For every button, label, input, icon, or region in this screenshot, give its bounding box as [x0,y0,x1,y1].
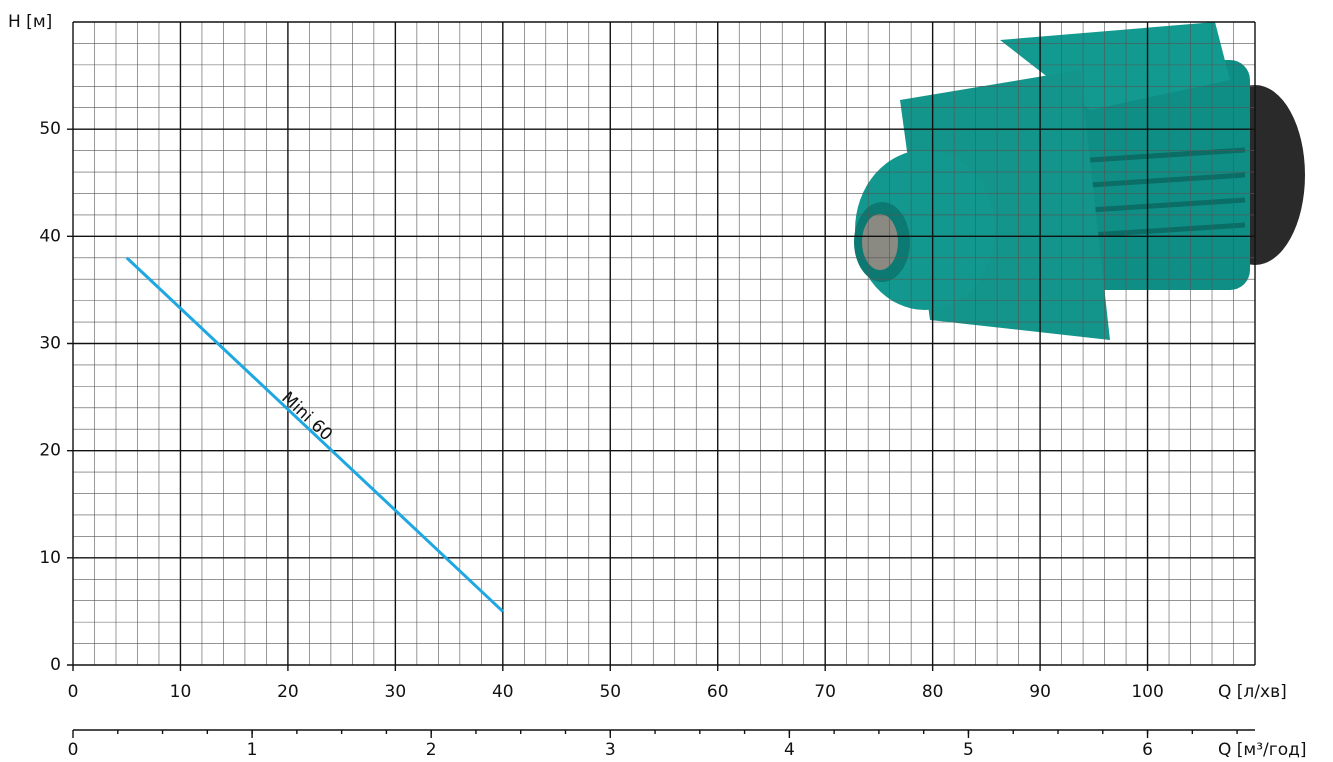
x2-tick-label: 1 [247,740,258,760]
y-tick-label: 40 [39,226,61,246]
x-tick-label: 70 [814,682,836,702]
x2-tick-label: 5 [963,740,974,760]
y-tick-label: 0 [50,655,61,675]
x-tick-label: 80 [922,682,944,702]
y-axis-label: H [м] [8,12,52,32]
x2-tick-label: 6 [1142,740,1153,760]
x-tick-label: 0 [68,682,79,702]
x-tick-label: 20 [277,682,299,702]
x-tick-label: 60 [707,682,729,702]
x2-tick-label: 4 [784,740,795,760]
series-line [125,256,504,613]
x-tick-label: 40 [492,682,514,702]
y-tick-label: 20 [39,441,61,461]
x2-tick-label: 0 [68,740,79,760]
x-tick-label: 30 [385,682,407,702]
y-tick-label: 30 [39,334,61,354]
pump-image [854,22,1305,340]
series-label: Mini 60 [277,388,336,445]
y-tick-label: 50 [39,119,61,139]
x-tick-label: 10 [170,682,192,702]
x-tick-label: 100 [1131,682,1163,702]
y-tick-label: 10 [39,548,61,568]
x2-tick-label: 3 [605,740,616,760]
x-axis-label: Q [л/хв] [1218,682,1287,702]
x2-axis-label: Q [м³/год] [1218,740,1307,760]
x2-tick-label: 2 [426,740,437,760]
x-tick-label: 90 [1029,682,1051,702]
x-tick-label: 50 [599,682,621,702]
